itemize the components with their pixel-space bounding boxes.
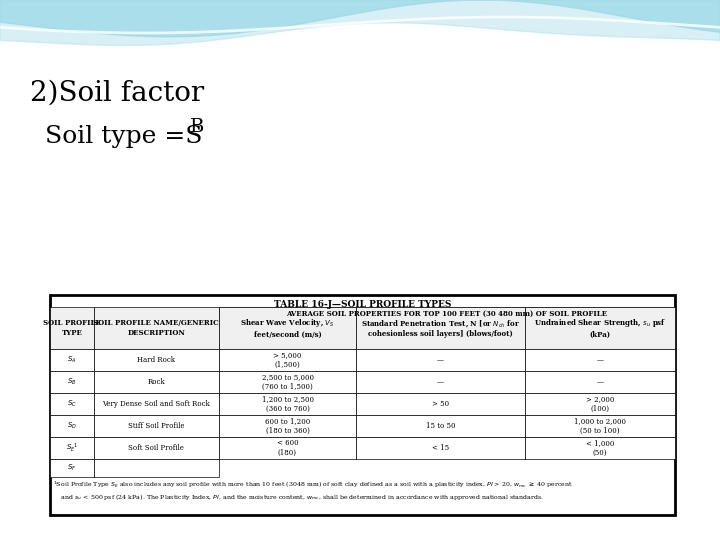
Text: $S_A$: $S_A$: [67, 355, 76, 365]
Text: 1,200 to 2,500
(360 to 760): 1,200 to 2,500 (360 to 760): [261, 395, 313, 413]
Text: AVERAGE SOIL PROPERTIES FOR TOP 100 FEET (30 480 mm) OF SOIL PROFILE: AVERAGE SOIL PROPERTIES FOR TOP 100 FEET…: [287, 310, 608, 318]
FancyBboxPatch shape: [219, 307, 356, 349]
FancyBboxPatch shape: [94, 371, 219, 393]
FancyBboxPatch shape: [356, 415, 525, 437]
FancyBboxPatch shape: [356, 349, 525, 371]
FancyBboxPatch shape: [356, 393, 525, 415]
FancyBboxPatch shape: [94, 349, 219, 371]
FancyBboxPatch shape: [50, 295, 675, 515]
FancyBboxPatch shape: [50, 415, 94, 437]
FancyBboxPatch shape: [525, 415, 675, 437]
FancyBboxPatch shape: [219, 349, 356, 371]
Text: > 2,000
(100): > 2,000 (100): [586, 395, 614, 413]
Text: —: —: [596, 356, 603, 364]
FancyBboxPatch shape: [356, 371, 525, 393]
FancyBboxPatch shape: [219, 371, 356, 393]
FancyBboxPatch shape: [94, 307, 219, 349]
Text: TABLE 16-J—SOIL PROFILE TYPES: TABLE 16-J—SOIL PROFILE TYPES: [274, 300, 451, 309]
Text: B: B: [190, 118, 204, 136]
FancyBboxPatch shape: [219, 415, 356, 437]
Text: —: —: [437, 378, 444, 386]
FancyBboxPatch shape: [50, 459, 94, 477]
Text: Shear Wave Velocity, $V_S$
feet/second (m/s): Shear Wave Velocity, $V_S$ feet/second (…: [240, 318, 335, 339]
FancyBboxPatch shape: [525, 393, 675, 415]
Text: $S_B$: $S_B$: [67, 377, 76, 387]
FancyBboxPatch shape: [525, 437, 675, 459]
Text: Stiff Soil Profile: Stiff Soil Profile: [128, 422, 184, 430]
Text: < 15: < 15: [432, 444, 449, 452]
Text: $S_D$: $S_D$: [67, 421, 77, 431]
Text: $S_E$$^1$: $S_E$$^1$: [66, 442, 78, 454]
FancyBboxPatch shape: [50, 437, 94, 459]
Text: Undrained Shear Strength, $s_u$ psf
(kPa): Undrained Shear Strength, $s_u$ psf (kPa…: [534, 318, 666, 339]
Text: $^1$Soil Profile Type $S_E$ also includes any soil profile with more than 10 fee: $^1$Soil Profile Type $S_E$ also include…: [53, 480, 573, 502]
Text: Soil type =S: Soil type =S: [45, 125, 202, 148]
Text: > 5,000
(1,500): > 5,000 (1,500): [274, 352, 302, 369]
FancyBboxPatch shape: [94, 415, 219, 437]
FancyBboxPatch shape: [525, 371, 675, 393]
FancyBboxPatch shape: [356, 307, 525, 349]
Text: —: —: [596, 378, 603, 386]
FancyBboxPatch shape: [219, 437, 356, 459]
FancyBboxPatch shape: [50, 349, 94, 371]
FancyBboxPatch shape: [525, 349, 675, 371]
Text: SOIL PROFILE
TYPE: SOIL PROFILE TYPE: [43, 319, 101, 336]
Text: $S_F$: $S_F$: [67, 463, 76, 473]
Text: Rock: Rock: [148, 378, 165, 386]
Text: 2,500 to 5,000
(760 to 1,500): 2,500 to 5,000 (760 to 1,500): [261, 373, 313, 390]
Text: < 1,000
(50): < 1,000 (50): [586, 440, 614, 457]
FancyBboxPatch shape: [50, 307, 94, 349]
FancyBboxPatch shape: [356, 437, 525, 459]
FancyBboxPatch shape: [525, 307, 675, 349]
FancyBboxPatch shape: [219, 393, 356, 415]
Text: < 600
(180): < 600 (180): [276, 440, 298, 457]
FancyBboxPatch shape: [94, 393, 219, 415]
FancyBboxPatch shape: [219, 307, 675, 321]
Text: > 50: > 50: [432, 400, 449, 408]
Text: Hard Rock: Hard Rock: [138, 356, 175, 364]
Text: Very Dense Soil and Soft Rock: Very Dense Soil and Soft Rock: [102, 400, 210, 408]
FancyBboxPatch shape: [50, 393, 94, 415]
Text: —: —: [437, 356, 444, 364]
FancyBboxPatch shape: [94, 459, 219, 477]
FancyBboxPatch shape: [94, 437, 219, 459]
Text: 600 to 1,200
(180 to 360): 600 to 1,200 (180 to 360): [265, 417, 310, 435]
Text: $S_C$: $S_C$: [67, 399, 77, 409]
Text: Standard Penetration Test, N [or $N_{ch}$ for
cohesionless soil layers] (blows/f: Standard Penetration Test, N [or $N_{ch}…: [361, 318, 520, 338]
Text: SOIL PROFILE NAME/GENERIC
DESCRIPTION: SOIL PROFILE NAME/GENERIC DESCRIPTION: [94, 319, 219, 336]
Text: 15 to 50: 15 to 50: [426, 422, 455, 430]
Text: 2)Soil factor: 2)Soil factor: [30, 80, 204, 107]
Text: Soft Soil Profile: Soft Soil Profile: [128, 444, 184, 452]
Text: 1,000 to 2,000
(50 to 100): 1,000 to 2,000 (50 to 100): [574, 417, 626, 435]
FancyBboxPatch shape: [50, 371, 94, 393]
